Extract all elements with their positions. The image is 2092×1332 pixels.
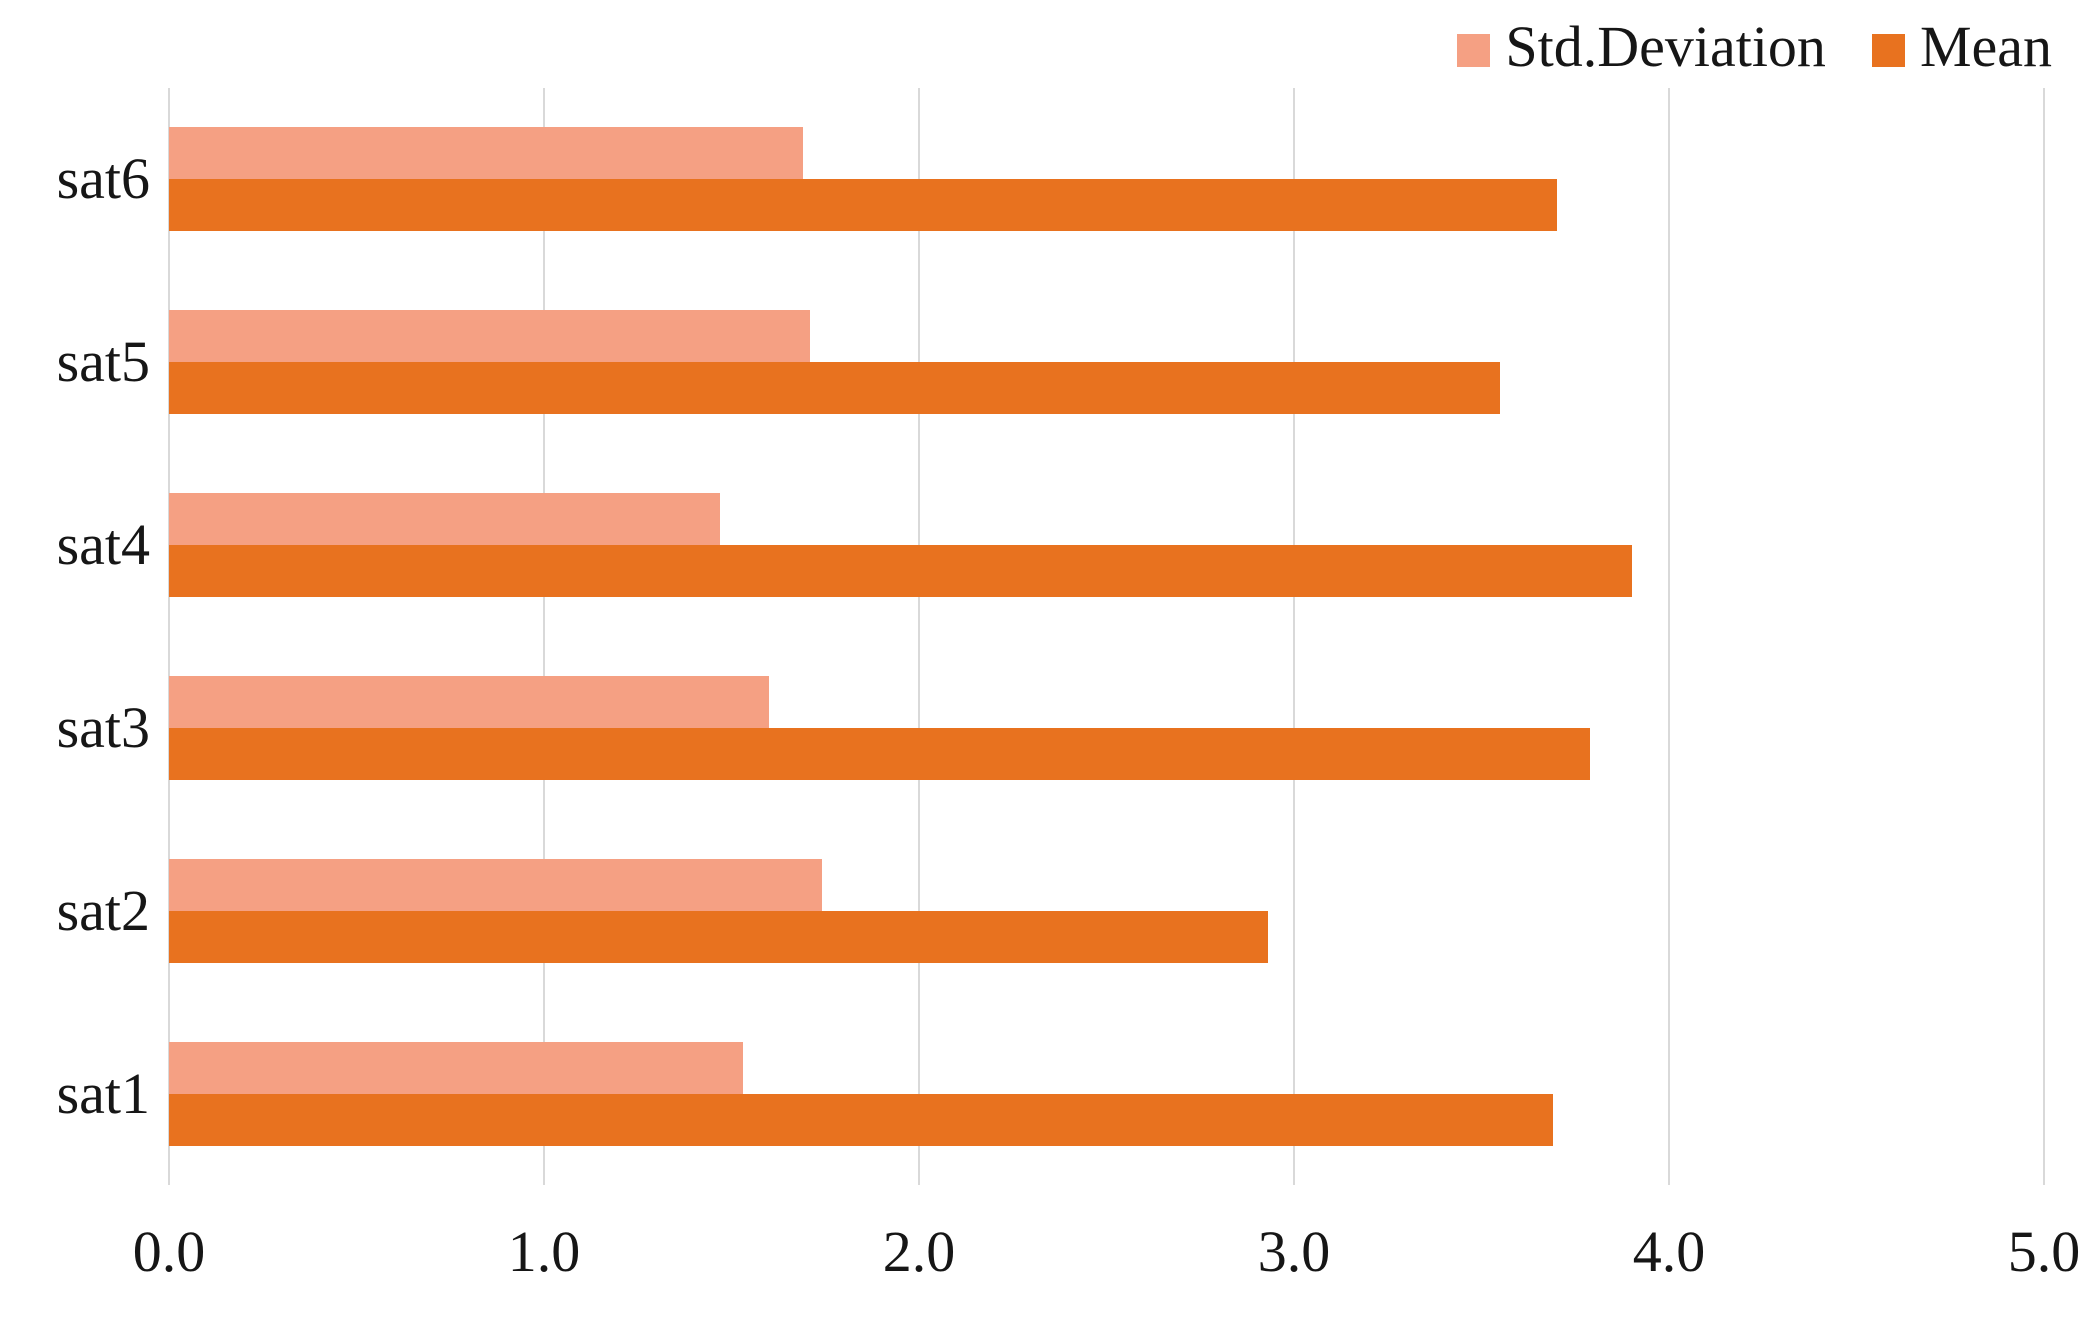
bar-sat1-mean — [169, 1093, 1553, 1146]
y-axis-label-sat5: sat5 — [56, 329, 150, 395]
std-deviation-swatch-icon — [1457, 33, 1491, 67]
bar-sat5-std-deviation — [169, 310, 811, 363]
x-axis-labels: 0.0 1.0 2.0 3.0 4.0 5.0 — [133, 1212, 2081, 1292]
legend: Std.Deviation Mean — [1457, 18, 2052, 76]
legend-item-std-deviation: Std.Deviation — [1457, 18, 1826, 76]
bar-sat4-std-deviation — [169, 493, 721, 546]
bar-sat3-mean — [169, 727, 1591, 780]
gridline-x-0.0 — [168, 88, 170, 1185]
bar-group-sat1 — [169, 1002, 2044, 1185]
bar-group-sat6 — [169, 88, 2044, 271]
bar-sat1-std-deviation — [169, 1041, 743, 1094]
y-axis-label-sat1: sat1 — [56, 1060, 150, 1126]
legend-item-mean: Mean — [1871, 14, 2052, 79]
bar-sat2-std-deviation — [169, 858, 822, 911]
bar-group-sat3 — [169, 637, 2044, 820]
y-axis-label-sat3: sat3 — [56, 694, 150, 760]
gridline-x-3.0 — [1293, 88, 1295, 1185]
mean-swatch-icon — [1871, 33, 1905, 67]
bar-sat4-mean — [169, 545, 1632, 598]
legend-label-mean: Mean — [1919, 14, 2052, 79]
bar-sat3-std-deviation — [169, 675, 769, 728]
legend-label-std-deviation: Std.Deviation — [1505, 14, 1826, 79]
gridline-x-2.0 — [918, 88, 920, 1185]
plot-area — [168, 88, 2045, 1185]
x-tick-label-3.0: 3.0 — [1257, 1219, 1331, 1284]
bar-sat2-mean — [169, 910, 1268, 963]
gridline-x-1.0 — [543, 88, 545, 1185]
x-tick-label-0.0: 0.0 — [132, 1219, 206, 1284]
bar-sat6-mean — [169, 179, 1557, 232]
bar-sat6-std-deviation — [169, 127, 803, 180]
bar-group-sat5 — [169, 271, 2044, 454]
x-tick-label-4.0: 4.0 — [1632, 1219, 1706, 1284]
bar-sat5-mean — [169, 362, 1501, 415]
y-axis-label-sat4: sat4 — [56, 512, 150, 578]
y-axis-label-sat2: sat2 — [56, 877, 150, 943]
y-axis-label-sat6: sat6 — [56, 146, 150, 212]
bar-group-sat4 — [169, 454, 2044, 637]
bar-group-sat2 — [169, 819, 2044, 1002]
y-axis-labels: sat6 sat5 sat4 sat3 sat2 sat1 — [0, 88, 150, 1185]
x-tick-label-5.0: 5.0 — [2007, 1219, 2081, 1284]
gridline-x-4.0 — [1668, 88, 1670, 1185]
gridline-x-5.0 — [2043, 88, 2045, 1185]
x-tick-label-1.0: 1.0 — [507, 1219, 581, 1284]
x-tick-label-2.0: 2.0 — [882, 1219, 956, 1284]
